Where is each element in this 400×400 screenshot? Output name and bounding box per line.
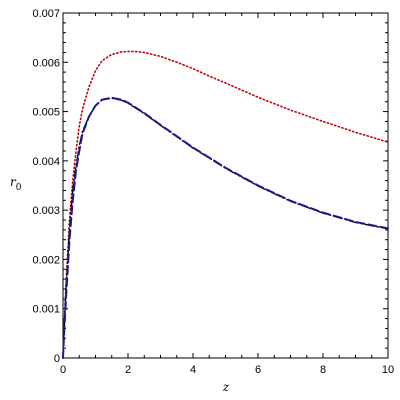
x-axis-title: z: [222, 380, 230, 394]
series-line-dash-dot: [62, 97, 389, 359]
series-layer: [62, 50, 389, 359]
x-tick-label: 8: [320, 364, 326, 376]
y-tick-label: 0.006: [32, 57, 60, 69]
series-line-dotted: [62, 50, 389, 359]
plot-frame: [62, 12, 389, 359]
x-tick-label: 10: [382, 364, 394, 376]
plot-area: 0 2 4 6 8 10 00.0010.0020.0030.0040.0050.0060…: [32, 8, 394, 376]
y-tick-label: 0.004: [32, 156, 60, 168]
x-tick-label: 0: [60, 364, 66, 376]
y-tick-label: 0.005: [32, 107, 60, 119]
y-tick-label: 0.003: [32, 205, 60, 217]
y-tick-label: 0: [54, 353, 60, 365]
y-axis-title: r0: [10, 175, 22, 193]
y-tick-label: 0.007: [32, 8, 60, 20]
x-tick-label: 2: [125, 364, 131, 376]
y-axis-title-subscript: 0: [16, 183, 22, 193]
series-line-dashed: [62, 96, 389, 359]
x-tick-label: 6: [255, 364, 261, 376]
x-tick-label: 4: [190, 364, 196, 376]
y-axis-ticks: 0 0.001 0.002 0.003 0.004 0.005 0.006 0.007: [32, 8, 388, 365]
y-tick-label: 0.001: [32, 304, 60, 316]
y-axis-title-main: r: [10, 175, 17, 189]
x-axis-ticks: 0 2 4 6 8 10: [60, 13, 394, 376]
y-tick-label: 0.002: [32, 254, 60, 266]
